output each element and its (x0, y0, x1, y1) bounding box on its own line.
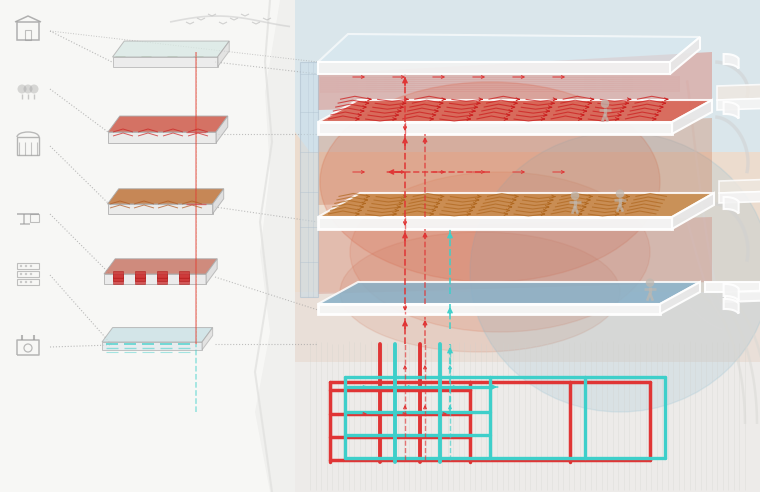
Circle shape (20, 265, 22, 267)
Bar (17, 137, 39, 155)
Bar (17, 22, 39, 40)
Polygon shape (719, 191, 760, 203)
Polygon shape (102, 328, 213, 342)
Polygon shape (107, 204, 213, 214)
Polygon shape (672, 193, 714, 229)
Polygon shape (672, 100, 712, 134)
Polygon shape (217, 41, 230, 67)
Bar (17, 263, 39, 269)
Circle shape (25, 273, 27, 275)
Circle shape (25, 281, 27, 283)
Polygon shape (295, 292, 760, 362)
Polygon shape (318, 62, 670, 74)
Bar (113, 274, 123, 281)
Circle shape (24, 85, 33, 93)
Bar (179, 277, 189, 284)
Polygon shape (724, 54, 739, 68)
Polygon shape (717, 98, 760, 110)
Polygon shape (318, 34, 700, 62)
Bar (135, 277, 145, 284)
Circle shape (30, 265, 32, 267)
Polygon shape (104, 259, 217, 274)
Polygon shape (295, 362, 760, 492)
Polygon shape (104, 274, 206, 284)
Bar (113, 271, 123, 278)
Bar (157, 274, 167, 281)
Polygon shape (0, 0, 280, 492)
Polygon shape (206, 259, 217, 284)
Circle shape (616, 189, 624, 198)
Polygon shape (102, 342, 202, 350)
Circle shape (30, 273, 32, 275)
Polygon shape (295, 132, 760, 292)
Polygon shape (725, 290, 760, 302)
Polygon shape (295, 0, 760, 152)
Bar (179, 274, 189, 281)
Polygon shape (112, 41, 230, 57)
Bar (157, 277, 167, 284)
Circle shape (646, 278, 654, 287)
Polygon shape (724, 284, 739, 301)
Ellipse shape (340, 232, 620, 352)
Ellipse shape (320, 82, 660, 282)
Bar (113, 277, 123, 284)
Polygon shape (300, 62, 318, 297)
Ellipse shape (350, 172, 650, 332)
Ellipse shape (470, 132, 760, 412)
Polygon shape (318, 100, 712, 122)
Bar (135, 271, 145, 278)
Polygon shape (318, 52, 712, 110)
Bar (17, 279, 39, 285)
Circle shape (30, 85, 39, 93)
Bar (30, 214, 39, 222)
Circle shape (25, 265, 27, 267)
Polygon shape (717, 84, 760, 100)
Bar (25, 30, 31, 40)
Polygon shape (318, 118, 712, 205)
Polygon shape (213, 189, 223, 214)
Circle shape (600, 99, 610, 108)
Polygon shape (724, 102, 739, 119)
Bar (179, 271, 189, 278)
Polygon shape (108, 116, 228, 132)
Circle shape (30, 281, 32, 283)
Bar (157, 271, 167, 278)
Bar (135, 274, 145, 281)
Circle shape (17, 85, 27, 93)
Polygon shape (112, 57, 217, 67)
Polygon shape (719, 179, 760, 193)
Polygon shape (107, 189, 223, 204)
Polygon shape (318, 217, 712, 294)
Polygon shape (670, 37, 700, 74)
Polygon shape (724, 197, 739, 214)
Circle shape (571, 191, 579, 200)
Polygon shape (318, 193, 714, 217)
Polygon shape (318, 304, 660, 314)
Circle shape (20, 273, 22, 275)
Polygon shape (202, 328, 213, 350)
Polygon shape (318, 122, 672, 134)
Circle shape (20, 281, 22, 283)
Polygon shape (724, 299, 739, 313)
Polygon shape (108, 132, 216, 143)
Polygon shape (660, 282, 700, 314)
Bar (17, 271, 39, 277)
Polygon shape (705, 282, 760, 292)
Polygon shape (318, 217, 672, 229)
Polygon shape (216, 116, 228, 143)
Polygon shape (318, 282, 700, 304)
